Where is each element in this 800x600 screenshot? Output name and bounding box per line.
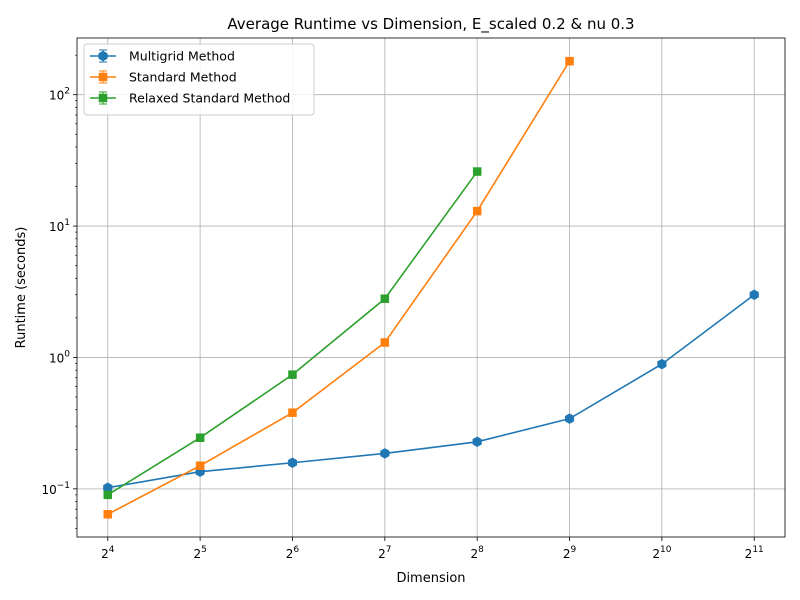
data-point [749, 289, 759, 301]
legend-marker [98, 72, 108, 82]
legend-entry: Relaxed Standard Method [90, 91, 290, 106]
x-tick-label: 28 [470, 545, 484, 561]
legend-label: Multigrid Method [129, 49, 235, 64]
series-line [107, 60, 571, 516]
x-tick-label: 211 [745, 545, 764, 561]
axis-ticks: 24 25 26 27 28 29 210 211 10−1 100 101 102 [41, 54, 764, 561]
data-point [288, 408, 297, 417]
legend-box [83, 43, 315, 116]
data-point [380, 338, 390, 347]
legend: Multigrid Method Standard Method Relaxed S… [83, 43, 315, 116]
y-tick-label: 101 [49, 218, 70, 234]
data-point [103, 510, 113, 519]
legend-label: Standard Method [129, 70, 237, 85]
x-tick-label: 26 [286, 545, 300, 561]
series-line [107, 294, 755, 489]
data-point [287, 457, 298, 469]
data-point [103, 490, 113, 500]
y-axis-label: Runtime (seconds) [14, 227, 29, 349]
plot-frame [76, 37, 786, 538]
data-point [380, 294, 390, 303]
data-point [195, 461, 205, 470]
legend-entry: Standard Method [90, 70, 237, 85]
series-layer [103, 56, 759, 519]
legend-entry: Multigrid Method [90, 49, 235, 64]
x-tick-label: 29 [563, 545, 577, 561]
x-tick-label: 27 [378, 545, 391, 561]
data-point [564, 413, 575, 424]
chart-title: Average Runtime vs Dimension, E_scaled 0… [227, 15, 634, 34]
y-tick-label: 100 [49, 349, 70, 365]
data-point [380, 448, 390, 459]
y-tick-label: 102 [49, 87, 70, 103]
series-2 [103, 56, 574, 519]
x-tick-label: 25 [193, 545, 206, 561]
data-point [565, 56, 574, 66]
legend-label: Relaxed Standard Method [129, 91, 290, 106]
data-point [195, 433, 205, 442]
x-tick-label: 24 [101, 545, 115, 561]
series-1 [103, 289, 759, 493]
x-axis-label: Dimension [396, 571, 465, 586]
legend-marker [98, 93, 108, 103]
data-point [472, 206, 482, 216]
data-point [472, 436, 482, 448]
x-tick-label: 210 [652, 545, 671, 561]
data-point [472, 167, 482, 176]
legend-marker [98, 50, 108, 62]
data-point [288, 370, 297, 379]
data-point [657, 358, 667, 370]
y-tick-label: 10−1 [41, 481, 70, 497]
series-3 [103, 167, 482, 500]
